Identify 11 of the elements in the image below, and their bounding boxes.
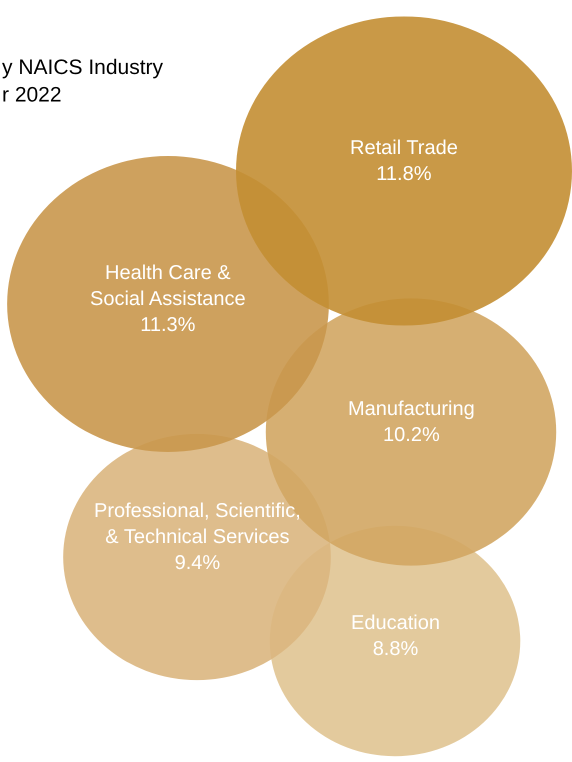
- category-label: Health Care & Social Assistance: [90, 262, 246, 310]
- text: y NAICS Industry r 2022: [2, 56, 164, 106]
- data-label: 11.3%: [140, 314, 196, 336]
- category-label: Manufacturing: [348, 398, 475, 420]
- data-label: 10.2%: [383, 424, 440, 446]
- data-label: 8.8%: [372, 638, 418, 660]
- data-label: 9.4%: [174, 552, 220, 574]
- category-label: Retail Trade: [350, 137, 458, 159]
- data-label: 11.8%: [376, 163, 432, 185]
- category-label: Education: [351, 612, 440, 634]
- category-label: Professional, Scientific, & Technical Services: [94, 500, 301, 548]
